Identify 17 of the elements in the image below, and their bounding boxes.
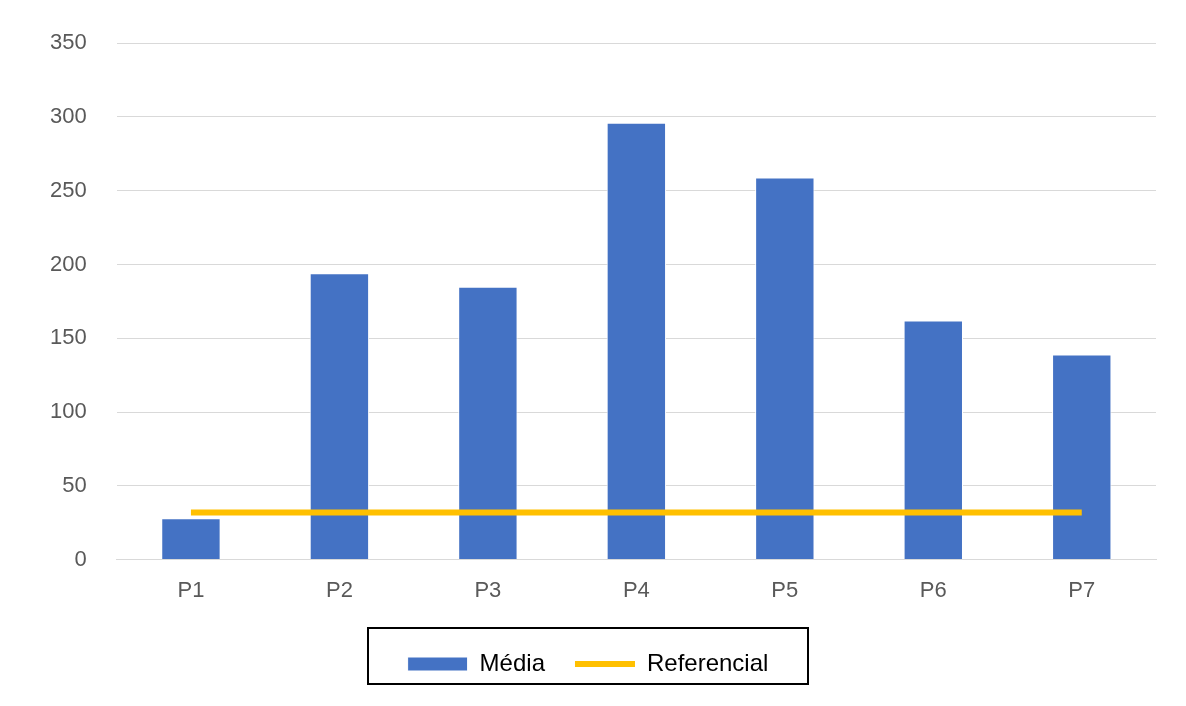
y-tick-label: 50 [62,471,87,497]
y-tick-label: 300 [49,103,87,129]
x-tick-label: P3 [474,576,502,602]
legend-label: Referencial [646,648,769,676]
x-tick-label: P4 [622,576,650,602]
y-tick-label: 100 [49,398,87,424]
x-tick-label: P6 [919,576,947,602]
legend-label: Média [479,648,546,676]
x-tick-label: P2 [325,576,353,602]
x-tick-label: P5 [771,576,799,602]
y-tick-label: 350 [49,29,87,55]
x-tick-label: P1 [177,576,205,602]
y-tick-label: 150 [49,324,87,350]
y-tick-label: 0 [74,545,87,571]
x-tick-label: P7 [1068,576,1096,602]
y-tick-label: 250 [49,176,87,202]
y-tick-label: 200 [49,250,87,276]
